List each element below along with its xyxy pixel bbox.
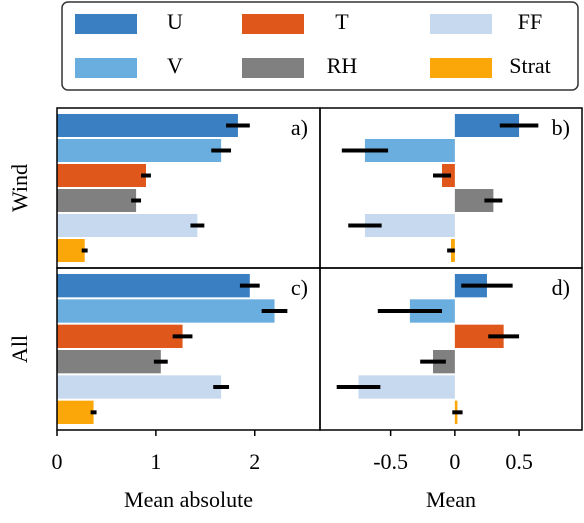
panel-label: a)	[291, 115, 308, 140]
bar	[57, 324, 183, 348]
bar	[57, 189, 137, 212]
x-tick-label: 0	[52, 449, 63, 474]
bar	[57, 139, 222, 162]
x-tick-label: 2	[249, 449, 260, 474]
legend-label: V	[167, 53, 183, 78]
x-tick-label: 0.5	[505, 449, 533, 474]
bar	[57, 164, 146, 187]
bar	[364, 214, 455, 237]
panel-label: d)	[552, 275, 570, 300]
x-tick-label: 1	[150, 449, 161, 474]
legend-swatch	[430, 58, 492, 78]
bar	[57, 274, 250, 298]
bar	[57, 239, 85, 262]
legend-swatch	[430, 14, 492, 34]
legend-label: U	[167, 9, 183, 34]
bar	[57, 214, 198, 237]
bar	[454, 189, 494, 212]
legend-label: Strat	[509, 53, 551, 78]
legend-label: RH	[327, 53, 358, 78]
row-label: All	[7, 335, 32, 363]
bar	[358, 375, 455, 399]
x-axis-label: Mean absolute	[124, 487, 253, 512]
legend-swatch	[75, 58, 137, 78]
legend-box	[61, 1, 579, 91]
bar	[57, 400, 94, 424]
x-tick-label: -0.5	[373, 449, 408, 474]
bar	[364, 139, 455, 162]
legend-swatch	[242, 14, 304, 34]
x-tick-label: 0	[449, 449, 460, 474]
legend-swatch	[242, 58, 304, 78]
bar	[57, 350, 161, 374]
panel-label: b)	[552, 115, 570, 140]
panel-label: c)	[291, 275, 308, 300]
legend-swatch	[75, 14, 137, 34]
bar	[57, 114, 238, 137]
bar	[57, 375, 222, 399]
legend-label: T	[335, 9, 349, 34]
row-label: Wind	[7, 164, 32, 212]
bar	[454, 114, 520, 137]
panel-frame	[319, 267, 583, 431]
x-axis-label: Mean	[426, 487, 476, 512]
bar	[57, 299, 275, 323]
bar	[454, 324, 504, 348]
legend-label: FF	[518, 9, 542, 34]
